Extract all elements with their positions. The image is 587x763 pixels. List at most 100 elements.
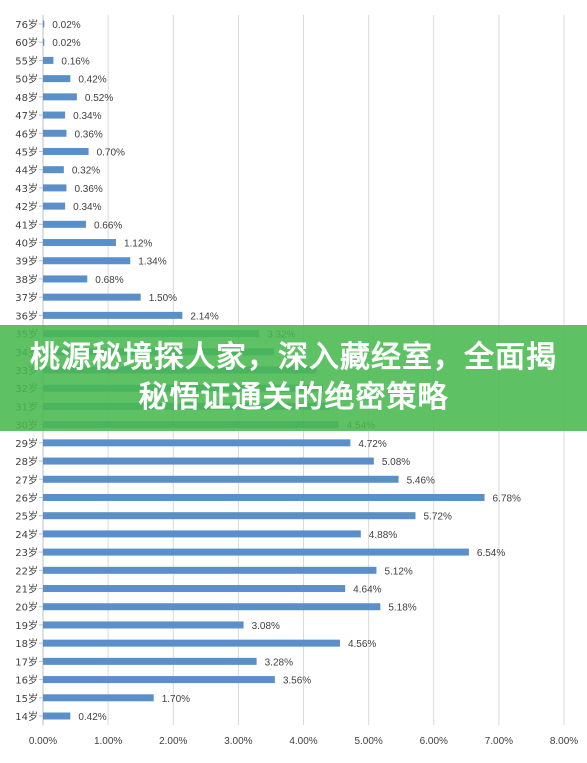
bar xyxy=(43,621,244,629)
category-label: 60岁 xyxy=(15,36,38,49)
bar xyxy=(43,93,77,101)
bar xyxy=(43,439,351,447)
data-label: 0.66% xyxy=(94,220,122,231)
category-label: 38岁 xyxy=(15,273,38,286)
category-label: 50岁 xyxy=(15,73,38,86)
data-label: 5.46% xyxy=(407,475,435,486)
data-label: 0.02% xyxy=(52,38,80,49)
data-label: 0.70% xyxy=(97,147,125,158)
bar xyxy=(43,257,131,265)
category-label: 14岁 xyxy=(15,710,38,723)
bar xyxy=(43,603,381,611)
bar xyxy=(43,147,89,155)
bar xyxy=(43,56,54,64)
category-label: 19岁 xyxy=(15,619,38,632)
data-label: 3.56% xyxy=(283,676,311,687)
data-label: 0.36% xyxy=(74,129,102,140)
category-label: 26岁 xyxy=(15,491,38,504)
category-label: 48岁 xyxy=(15,91,38,104)
data-label: 1.34% xyxy=(138,257,166,268)
data-label: 4.88% xyxy=(369,530,397,541)
category-label: 29岁 xyxy=(15,437,38,450)
category-label: 43岁 xyxy=(15,182,38,195)
data-label: 1.50% xyxy=(149,293,177,304)
category-label: 42岁 xyxy=(15,200,38,213)
bar xyxy=(43,275,88,283)
category-label: 76岁 xyxy=(15,18,38,31)
data-label: 5.72% xyxy=(424,512,452,523)
category-label: 18岁 xyxy=(15,637,38,650)
data-label: 6.54% xyxy=(477,548,505,559)
title-banner: 桃源秘境探人家，深入藏经室，全面揭秘悟证通关的绝密策略 xyxy=(0,325,587,431)
category-label: 20岁 xyxy=(15,601,38,614)
data-label: 1.70% xyxy=(162,694,190,705)
data-label: 0.34% xyxy=(73,202,101,213)
bar xyxy=(43,712,71,720)
data-label: 5.08% xyxy=(382,457,410,468)
x-tick-label: 0.00% xyxy=(29,736,57,747)
x-tick-label: 4.00% xyxy=(289,736,317,747)
banner-title: 桃源秘境探人家，深入藏经室，全面揭秘悟证通关的绝密策略 xyxy=(30,340,557,415)
data-label: 3.08% xyxy=(252,621,280,632)
data-label: 0.42% xyxy=(78,75,106,86)
category-label: 41岁 xyxy=(15,218,38,231)
bar xyxy=(43,676,275,684)
bar xyxy=(43,75,71,83)
bar xyxy=(43,475,399,483)
bar xyxy=(43,512,416,520)
data-label: 3.28% xyxy=(265,657,293,668)
bar xyxy=(43,566,377,574)
data-label: 0.32% xyxy=(72,166,100,177)
category-label: 15岁 xyxy=(15,692,38,705)
category-label: 23岁 xyxy=(15,546,38,559)
category-label: 36岁 xyxy=(15,309,38,322)
category-label: 44岁 xyxy=(15,164,38,177)
category-label: 25岁 xyxy=(15,510,38,523)
bar xyxy=(43,184,67,192)
bar xyxy=(43,20,45,28)
bar xyxy=(43,220,86,228)
data-label: 4.72% xyxy=(358,439,386,450)
category-label: 16岁 xyxy=(15,674,38,687)
x-tick-label: 8.00% xyxy=(550,736,578,747)
data-label: 2.14% xyxy=(190,311,218,322)
data-label: 0.16% xyxy=(61,56,89,67)
bar xyxy=(43,548,469,556)
data-label: 4.56% xyxy=(348,639,376,650)
category-label: 24岁 xyxy=(15,528,38,541)
data-label: 1.12% xyxy=(124,239,152,250)
bar xyxy=(43,457,374,465)
data-label: 0.42% xyxy=(78,712,106,723)
bar xyxy=(43,111,66,119)
category-label: 46岁 xyxy=(15,127,38,140)
bar xyxy=(43,311,183,319)
data-label: 0.34% xyxy=(73,111,101,122)
category-label: 27岁 xyxy=(15,473,38,486)
bar xyxy=(43,493,485,501)
data-label: 0.52% xyxy=(85,93,113,104)
x-tick-label: 7.00% xyxy=(485,736,513,747)
bar xyxy=(43,129,67,137)
bar xyxy=(43,293,141,301)
category-label: 17岁 xyxy=(15,655,38,668)
bar xyxy=(43,694,154,702)
bar xyxy=(43,239,116,247)
bar xyxy=(43,585,346,593)
category-label: 28岁 xyxy=(15,455,38,468)
bar xyxy=(43,657,257,665)
bar xyxy=(43,166,64,174)
data-label: 0.02% xyxy=(52,20,80,31)
bar xyxy=(43,38,45,46)
bar xyxy=(43,639,340,647)
x-tick-label: 3.00% xyxy=(224,736,252,747)
category-label: 37岁 xyxy=(15,291,38,304)
category-label: 22岁 xyxy=(15,564,38,577)
data-label: 4.64% xyxy=(353,585,381,596)
x-tick-label: 2.00% xyxy=(159,736,187,747)
category-label: 21岁 xyxy=(15,583,38,596)
category-label: 40岁 xyxy=(15,237,38,250)
data-label: 0.36% xyxy=(74,184,102,195)
category-label: 47岁 xyxy=(15,109,38,122)
bar xyxy=(43,202,66,210)
x-tick-label: 5.00% xyxy=(354,736,382,747)
